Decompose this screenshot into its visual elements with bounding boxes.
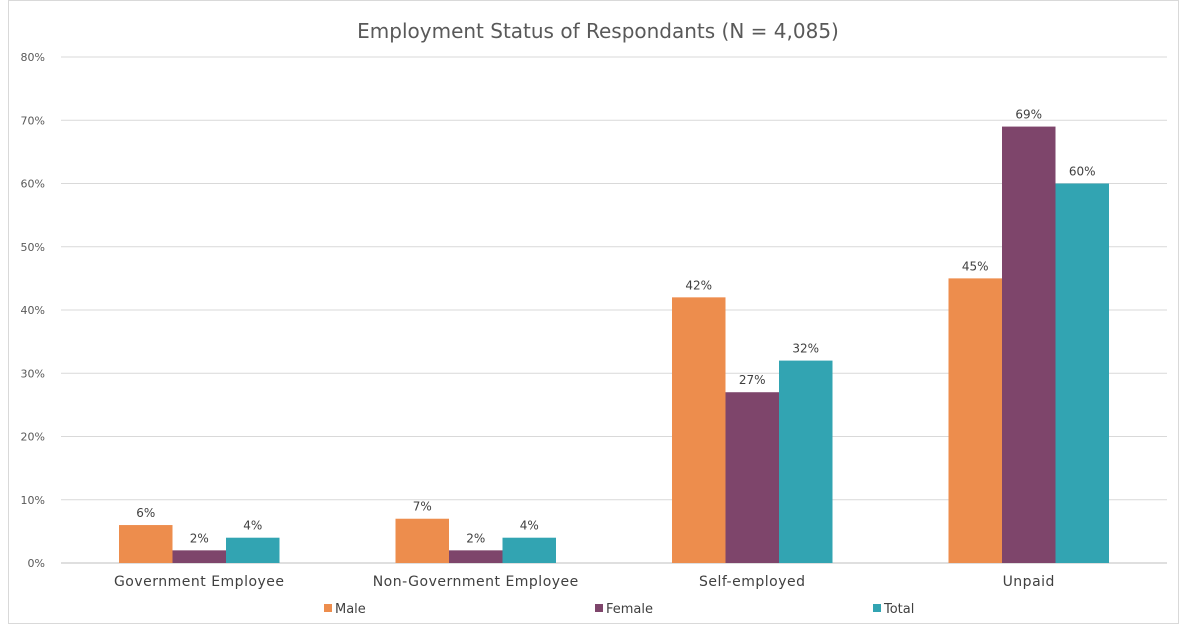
y-axis-ticks: 0% 10% 20% 30% 40% 50% 60% 70% 80% [21, 51, 45, 570]
y-tick-label: 10% [21, 494, 45, 507]
bar-female-4 [1002, 126, 1056, 563]
y-tick-label: 40% [21, 304, 45, 317]
bar-male-4 [948, 278, 1002, 563]
data-label: 32% [792, 342, 819, 356]
legend-swatch [324, 604, 332, 612]
x-axis-categories: Government Employee Non-Government Employ… [114, 574, 1055, 590]
chart-frame: Employment Status of Respondants (N = 4,… [8, 0, 1179, 624]
bar-female-1 [172, 550, 226, 563]
legend-swatch [595, 604, 603, 612]
legend-item-female: Female [595, 602, 653, 617]
data-label: 2% [190, 531, 209, 545]
x-category-label: Government Employee [114, 574, 285, 590]
data-label: 27% [739, 373, 766, 387]
chart-title: Employment Status of Respondants (N = 4,… [357, 19, 839, 43]
data-label: 69% [1015, 108, 1042, 122]
data-label: 7% [413, 500, 432, 514]
legend: Male Female Total [324, 602, 914, 617]
y-tick-label: 30% [21, 367, 45, 380]
y-tick-label: 0% [28, 557, 45, 570]
data-label: 42% [685, 278, 712, 292]
y-tick-label: 70% [21, 114, 45, 127]
bar-male-1 [119, 525, 173, 563]
data-label: 6% [136, 506, 155, 520]
data-label: 60% [1069, 165, 1096, 179]
bar-male-3 [672, 297, 726, 563]
bars [119, 126, 1109, 563]
x-category-label: Non-Government Employee [373, 574, 579, 590]
y-tick-label: 60% [21, 178, 45, 191]
bar-total-1 [226, 537, 280, 563]
legend-item-male: Male [324, 602, 366, 617]
bar-female-3 [725, 392, 779, 563]
data-label: 45% [962, 259, 989, 273]
legend-swatch [873, 604, 881, 612]
legend-label: Female [606, 602, 653, 617]
bar-male-2 [395, 518, 449, 563]
data-label: 4% [520, 519, 539, 533]
bar-female-2 [449, 550, 503, 563]
y-tick-label: 50% [21, 241, 45, 254]
y-tick-label: 20% [21, 431, 45, 444]
legend-label: Total [883, 602, 914, 617]
x-category-label: Unpaid [1003, 574, 1055, 590]
x-category-label: Self-employed [699, 574, 805, 590]
bar-total-2 [502, 537, 556, 563]
bar-total-4 [1055, 183, 1109, 563]
data-label: 2% [466, 531, 485, 545]
bar-total-3 [779, 360, 833, 563]
data-label: 4% [243, 519, 262, 533]
bar-chart: Employment Status of Respondants (N = 4,… [21, 19, 1167, 617]
legend-item-total: Total [873, 602, 914, 617]
y-tick-label: 80% [21, 51, 45, 64]
gridlines [61, 56, 1167, 564]
legend-label: Male [335, 602, 366, 617]
data-labels: 6% 2% 4% 7% 2% 4% 42% 27% 32% 45% 69% 60% [136, 108, 1095, 546]
